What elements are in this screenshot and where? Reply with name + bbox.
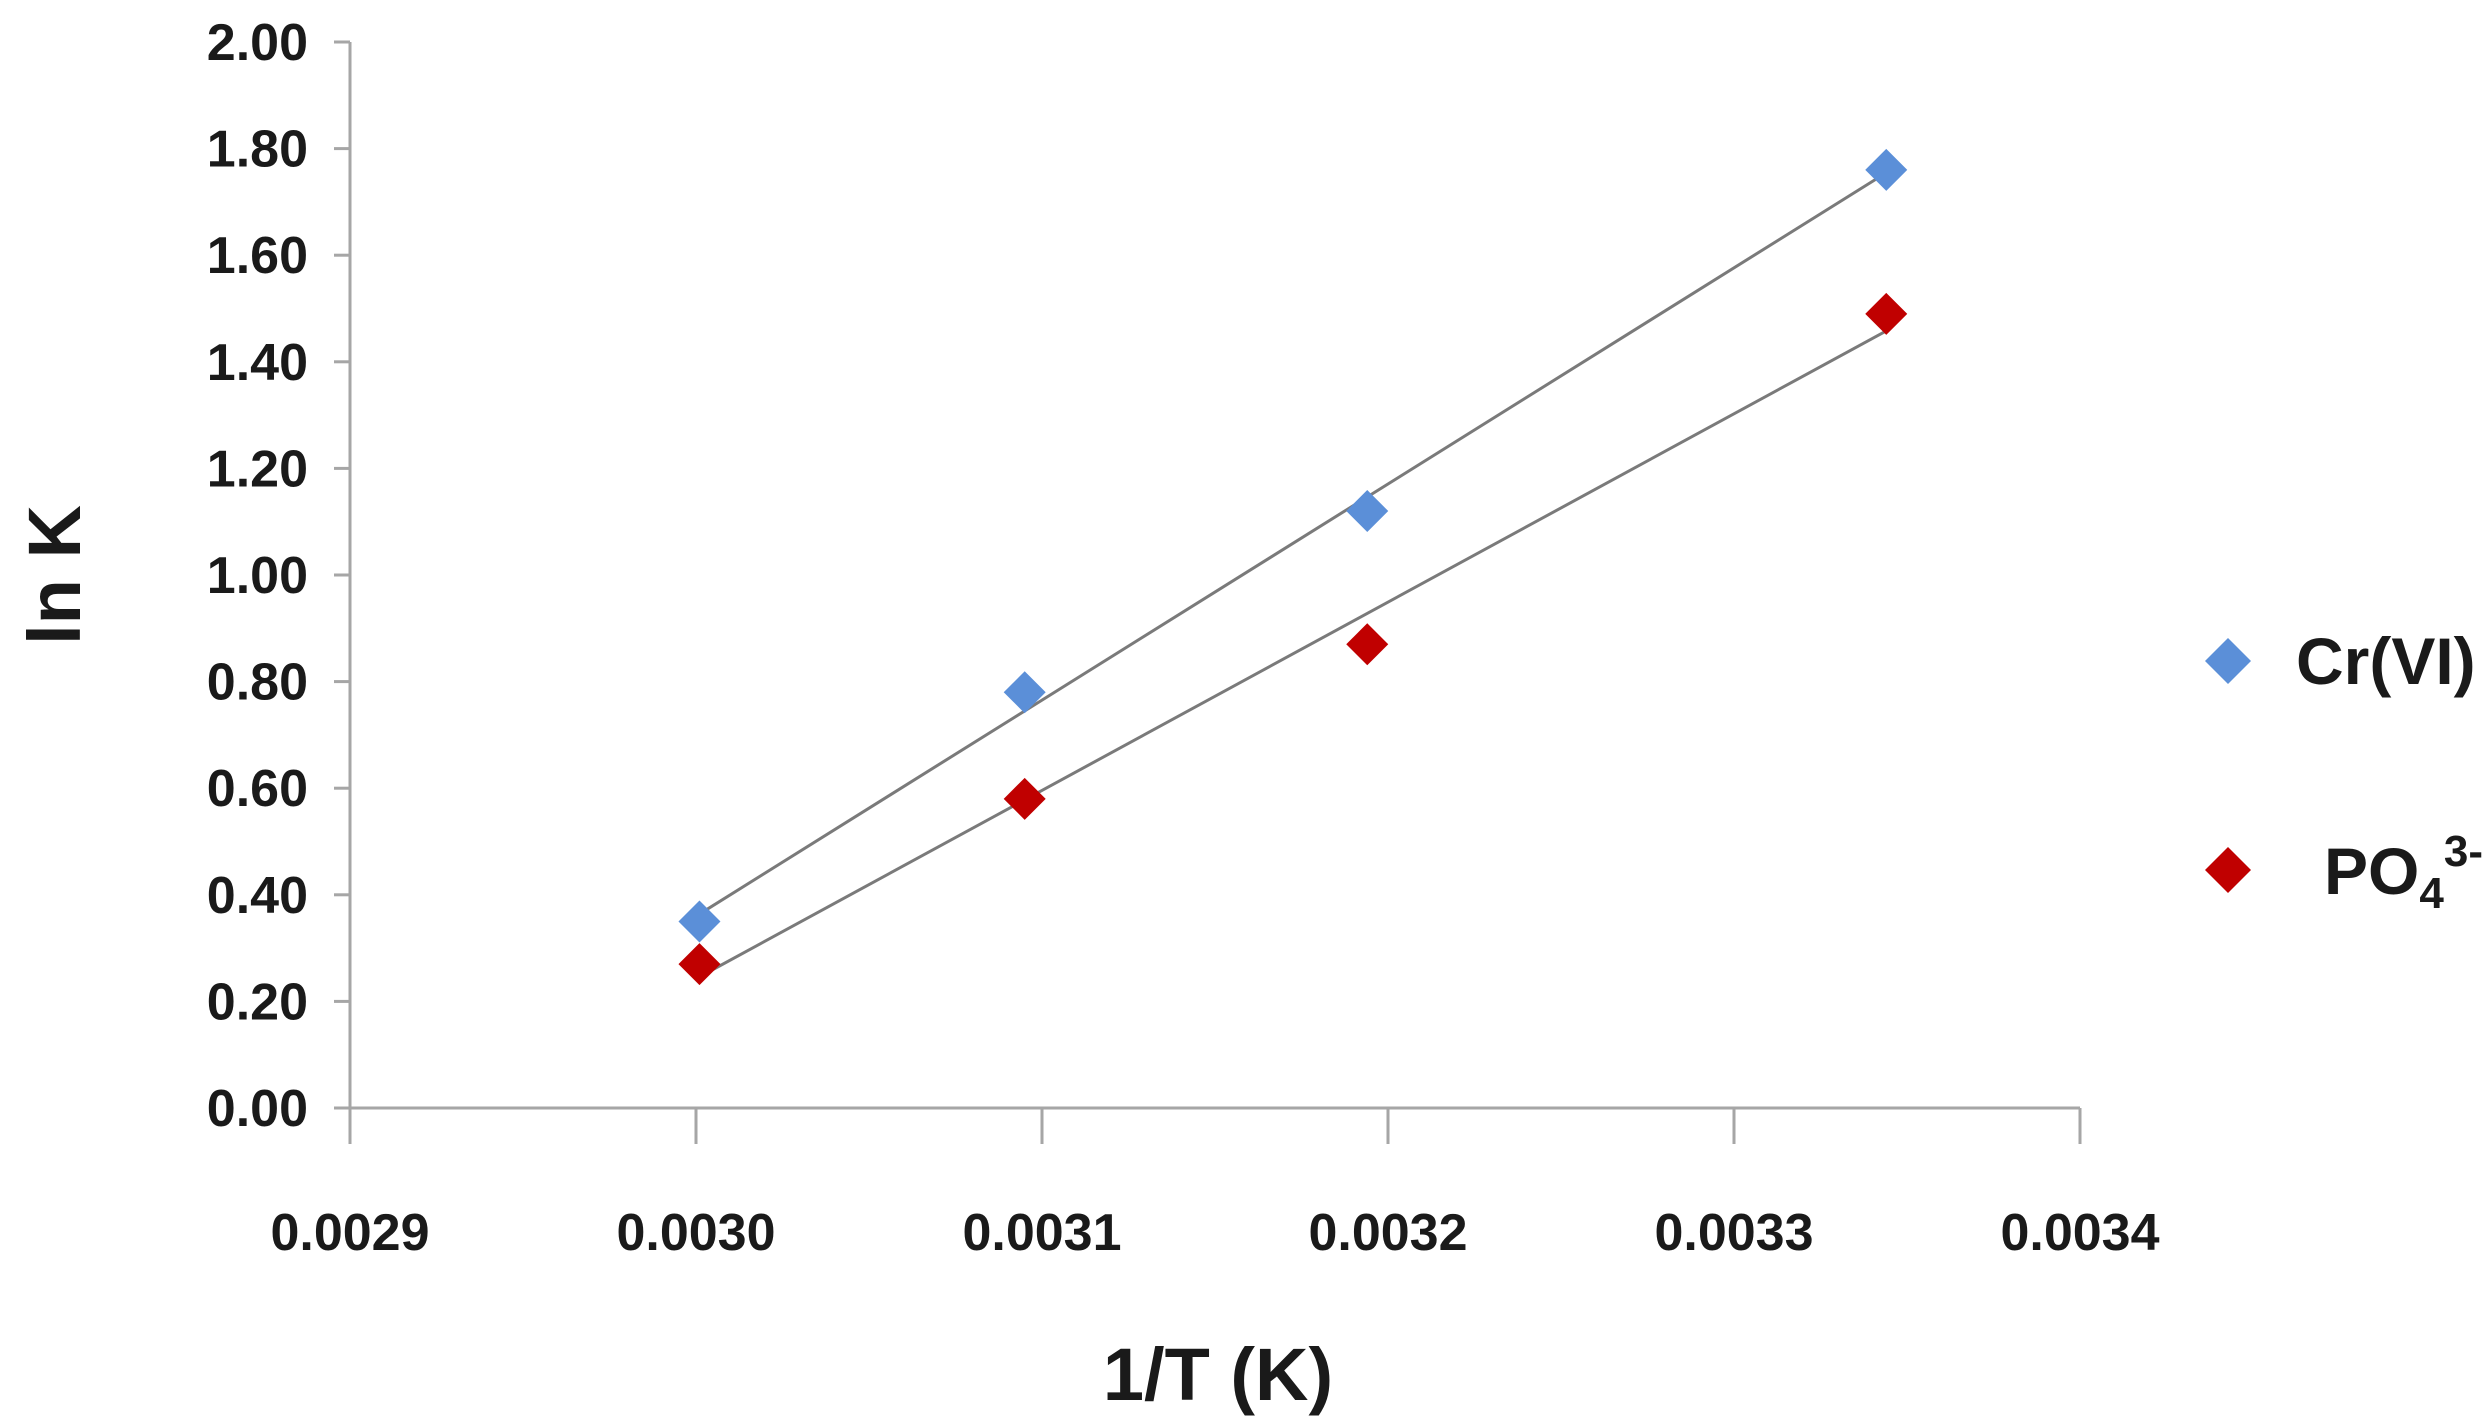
trendlines [698,171,1888,979]
x-tick-label: 0.0029 [270,1204,429,1262]
y-tick-label: 2.00 [207,14,308,72]
legend-label-po4-sup: 3- [2444,827,2483,876]
legend-item-cr-vi: Cr(VI) [2205,624,2476,698]
y-tick-label: 1.20 [207,440,308,498]
x-tick-label: 0.0031 [962,1204,1121,1262]
legend-label-cr-vi: Cr(VI) [2296,624,2476,698]
trendline-series-1 [698,329,1887,979]
x-tick-label: 0.0034 [2000,1204,2159,1262]
data-points [678,148,1908,986]
legend-label-po4: PO43- [2324,827,2483,918]
data-point-series-1 [1865,292,1908,335]
data-point-series-0 [1003,671,1046,714]
legend-label-po4-sub: 4 [2419,869,2444,918]
data-point-series-1 [1346,623,1389,666]
y-tick-label: 0.60 [207,760,308,818]
legend-item-po4: PO43- [2205,827,2483,918]
data-point-series-0 [1346,490,1389,533]
data-point-series-0 [678,900,721,943]
y-tick-label: 0.40 [207,867,308,925]
y-tick-label: 1.00 [207,547,308,605]
legend-marker-po4 [2205,847,2251,893]
x-tick-label: 0.0030 [616,1204,775,1262]
y-axis-title: ln K [13,505,96,645]
x-tick-label: 0.0032 [1308,1204,1467,1262]
y-tick-label: 0.00 [207,1080,308,1138]
data-point-series-0 [1865,148,1908,191]
x-tick-label: 0.0033 [1654,1204,1813,1262]
trendline-series-0 [698,171,1888,916]
y-tick-label: 0.20 [207,973,308,1031]
legend: Cr(VI) PO43- [2205,624,2483,918]
legend-marker-cr-vi [2205,638,2251,684]
y-tick-label: 1.80 [207,121,308,179]
data-point-series-1 [1003,777,1046,820]
data-point-series-1 [678,943,721,986]
axes [348,42,2080,1110]
legend-label-po4-main: PO [2324,834,2419,908]
x-axis-title: 1/T (K) [1103,1333,1333,1416]
y-ticks: 0.00 0.20 0.40 0.60 0.80 1.00 1.20 1.40 1.60 1.80… [207,14,350,1138]
y-tick-label: 0.80 [207,654,308,712]
y-tick-label: 1.60 [207,227,308,285]
x-ticks: 0.0029 0.0030 0.0031 0.0032 0.0033 0.0034 [270,1108,2160,1262]
y-tick-label: 1.40 [207,334,308,392]
